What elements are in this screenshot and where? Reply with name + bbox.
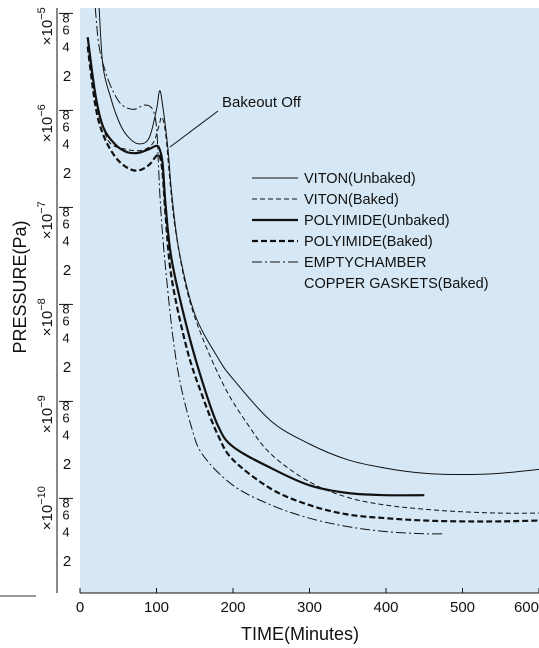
series-line-2 bbox=[87, 46, 539, 514]
y-decade-exponent: −5 bbox=[36, 7, 48, 20]
legend-item: POLYIMIDE(Baked) bbox=[252, 234, 433, 250]
y-decade-label: ×10−8 bbox=[36, 298, 56, 336]
annotation-bakeout-off: Bakeout Off bbox=[222, 94, 302, 111]
y-tick-label: 4 bbox=[62, 428, 69, 443]
y-decade-exponent: −10 bbox=[36, 486, 48, 505]
plot-background bbox=[80, 8, 539, 593]
y-tick-label: 6 bbox=[62, 23, 69, 38]
y-decade-multiplier: ×10 bbox=[39, 117, 56, 142]
legend: VITON(Unbaked) VITON(Baked) POLYIMIDE(Unba… bbox=[252, 171, 489, 292]
y-tick-label: 2 bbox=[63, 165, 71, 182]
legend-label: VITON(Baked) bbox=[304, 192, 399, 208]
x-tick-label: 500 bbox=[450, 599, 475, 616]
x-tick-label: 0 bbox=[76, 599, 84, 616]
y-decade-multiplier: ×10 bbox=[39, 311, 56, 336]
series-lines bbox=[86, 7, 539, 535]
y-decade-5: 86 4 2 ×10−9 bbox=[36, 395, 73, 473]
y-tick-label: 4 bbox=[62, 331, 69, 346]
legend-label: EMPTYCHAMBER bbox=[304, 255, 426, 271]
legend-label: POLYIMIDE(Baked) bbox=[304, 234, 433, 250]
x-tick-label: 100 bbox=[144, 599, 169, 616]
legend-item: POLYIMIDE(Unbaked) bbox=[252, 213, 450, 229]
x-tick-label: 400 bbox=[373, 599, 398, 616]
legend-item: EMPTYCHAMBER COPPER GASKETS(Baked) bbox=[252, 255, 489, 292]
y-decade-2: 86 4 2 ×10−6 bbox=[36, 104, 73, 182]
y-tick-label: 8 bbox=[62, 204, 69, 219]
y-decade-1: 86 4 2 ×10−5 bbox=[36, 7, 73, 85]
y-decade-multiplier: ×10 bbox=[39, 214, 56, 239]
y-axis-label: PRESSURE(Pa) bbox=[10, 220, 30, 353]
y-tick-label: 8 bbox=[62, 398, 69, 413]
series-line-3 bbox=[86, 37, 425, 497]
y-tick-label: 2 bbox=[63, 262, 71, 279]
series-line-4 bbox=[86, 46, 539, 523]
y-decade-label: ×10−10 bbox=[36, 486, 56, 530]
y-tick-label: 6 bbox=[62, 508, 69, 523]
y-axis-decades: 8642×10−58642×10−68642×10−78642×10−88642… bbox=[36, 7, 73, 570]
legend-label: POLYIMIDE(Unbaked) bbox=[304, 213, 450, 229]
y-decade-multiplier: ×10 bbox=[39, 505, 56, 530]
y-decade-multiplier: ×10 bbox=[39, 408, 56, 433]
y-tick-label: 2 bbox=[63, 359, 71, 376]
annotation-leader bbox=[169, 110, 219, 148]
y-decade-label: ×10−6 bbox=[36, 104, 56, 142]
y-tick-label: 6 bbox=[62, 411, 69, 426]
legend-label: COPPER GASKETS(Baked) bbox=[304, 276, 489, 292]
series-line-5 bbox=[94, 7, 444, 535]
legend-label: VITON(Unbaked) bbox=[304, 171, 416, 187]
y-decade-exponent: −9 bbox=[36, 395, 48, 408]
y-decade-3: 86 4 2 ×10−7 bbox=[36, 201, 73, 279]
y-decade-exponent: −7 bbox=[36, 201, 48, 214]
y-tick-label: 8 bbox=[62, 10, 69, 25]
x-tick-label: 300 bbox=[297, 599, 322, 616]
y-decade-label: ×10−9 bbox=[36, 395, 56, 433]
y-decade-label: ×10−7 bbox=[36, 201, 56, 239]
y-decade-exponent: −6 bbox=[36, 104, 48, 117]
x-tick-label: 600 bbox=[514, 599, 539, 616]
y-tick-label: 6 bbox=[62, 120, 69, 135]
y-decade-6: 86 4 2 ×10−10 bbox=[36, 486, 73, 570]
y-tick-label: 2 bbox=[63, 68, 71, 85]
y-tick-label: 4 bbox=[62, 525, 69, 540]
y-decade-4: 86 4 2 ×10−8 bbox=[36, 298, 73, 376]
y-tick-label: 4 bbox=[62, 40, 69, 55]
x-axis-label: TIME(Minutes) bbox=[241, 624, 359, 644]
y-tick-label: 2 bbox=[63, 553, 71, 570]
y-tick-label: 4 bbox=[62, 137, 69, 152]
y-decade-multiplier: ×10 bbox=[39, 20, 56, 45]
y-tick-label: 6 bbox=[62, 314, 69, 329]
legend-item: VITON(Baked) bbox=[252, 192, 399, 208]
series-line-1 bbox=[98, 7, 539, 475]
y-tick-label: 8 bbox=[62, 301, 69, 316]
x-axis-ticks: 0 100 200 300 400 500 600 bbox=[76, 588, 539, 616]
y-decade-exponent: −8 bbox=[36, 298, 48, 311]
y-tick-label: 2 bbox=[63, 456, 71, 473]
y-tick-label: 4 bbox=[62, 234, 69, 249]
x-tick-label: 200 bbox=[220, 599, 245, 616]
y-tick-label: 6 bbox=[62, 217, 69, 232]
legend-item: VITON(Unbaked) bbox=[252, 171, 416, 187]
y-decade-label: ×10−5 bbox=[36, 7, 56, 45]
y-tick-label: 8 bbox=[62, 495, 69, 510]
y-tick-label: 8 bbox=[62, 107, 69, 122]
